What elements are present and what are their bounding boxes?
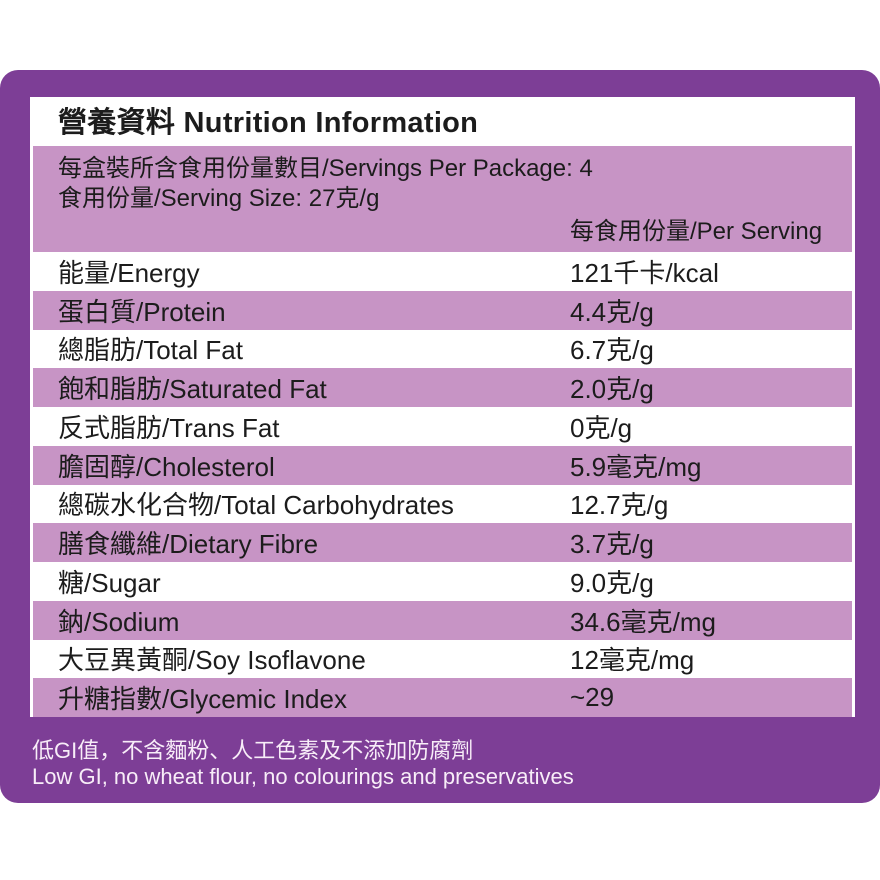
footnote: 低GI值，不含麵粉、人工色素及不添加防腐劑 Low GI, no wheat f…: [32, 738, 574, 790]
nutrition-label-panel: 營養資料 Nutrition Information 每盒裝所含食用份量數目/S…: [0, 70, 880, 803]
row-value: 0克/g: [570, 412, 633, 443]
row-label: 能量/Energy: [58, 257, 200, 288]
table-row: 能量/Energy 121千卡/kcal: [33, 252, 852, 291]
row-value: 9.0克/g: [570, 567, 654, 598]
table-row: 總脂肪/Total Fat 6.7克/g: [33, 329, 852, 369]
table-row: 大豆異黃酮/Soy Isoflavone 12毫克/mg: [33, 639, 852, 679]
row-label: 大豆異黃酮/Soy Isoflavone: [58, 645, 366, 676]
table-row: 反式脂肪/Trans Fat 0克/g: [33, 407, 852, 446]
row-label: 升糖指數/Glycemic Index: [58, 684, 347, 715]
table-row: 糖/Sugar 9.0克/g: [33, 562, 852, 601]
footnote-zh: 低GI值，不含麵粉、人工色素及不添加防腐劑: [32, 738, 474, 763]
row-label: 鈉/Sodium: [58, 606, 180, 637]
per-serving-column-header: 每食用份量/Per Serving: [570, 218, 823, 245]
row-value: 2.0克/g: [570, 374, 654, 405]
table-row: 總碳水化合物/Total Carbohydrates 12.7克/g: [33, 484, 852, 524]
table-row: 膽固醇/Cholesterol 5.9毫克/mg: [33, 445, 852, 485]
row-value: 4.4克/g: [570, 296, 654, 327]
row-label: 總脂肪/Total Fat: [58, 335, 243, 366]
footnote-en: Low GI, no wheat flour, no colourings an…: [32, 764, 574, 789]
nutrition-title-bar: 營養資料 Nutrition Information: [33, 97, 852, 142]
nutrition-title: 營養資料 Nutrition Information: [58, 106, 479, 139]
serving-info-section: 每盒裝所含食用份量數目/Servings Per Package: 4 食用份量…: [33, 146, 852, 252]
row-label: 膽固醇/Cholesterol: [58, 451, 275, 482]
row-label: 反式脂肪/Trans Fat: [58, 412, 280, 443]
row-value: 5.9毫克/mg: [570, 451, 702, 482]
row-label: 糖/Sugar: [58, 567, 161, 598]
row-value: ~29: [570, 682, 615, 713]
row-value: 12毫克/mg: [570, 645, 695, 676]
nutrition-table-box: 營養資料 Nutrition Information 每盒裝所含食用份量數目/S…: [30, 97, 855, 717]
row-value: 3.7克/g: [570, 529, 654, 560]
row-label: 膳食纖維/Dietary Fibre: [58, 529, 319, 560]
row-value: 6.7克/g: [570, 335, 654, 366]
serving-size-text: 食用份量/Serving Size: 27克/g: [58, 185, 380, 212]
table-row: 升糖指數/Glycemic Index ~29: [33, 678, 852, 717]
table-row: 鈉/Sodium 34.6毫克/mg: [33, 600, 852, 640]
row-value: 12.7克/g: [570, 490, 669, 521]
table-row: 飽和脂肪/Saturated Fat 2.0克/g: [33, 368, 852, 407]
nutrition-table: 能量/Energy 121千卡/kcal 蛋白質/Protein 4.4克/g 總脂肪/…: [33, 252, 852, 717]
table-row: 蛋白質/Protein 4.4克/g: [33, 290, 852, 330]
row-value: 121千卡/kcal: [570, 257, 719, 288]
row-label: 蛋白質/Protein: [58, 296, 226, 327]
row-value: 34.6毫克/mg: [570, 606, 716, 637]
table-row: 膳食纖維/Dietary Fibre 3.7克/g: [33, 523, 852, 562]
servings-per-package-text: 每盒裝所含食用份量數目/Servings Per Package: 4: [58, 155, 593, 182]
row-label: 總碳水化合物/Total Carbohydrates: [58, 490, 454, 521]
row-label: 飽和脂肪/Saturated Fat: [58, 374, 327, 405]
